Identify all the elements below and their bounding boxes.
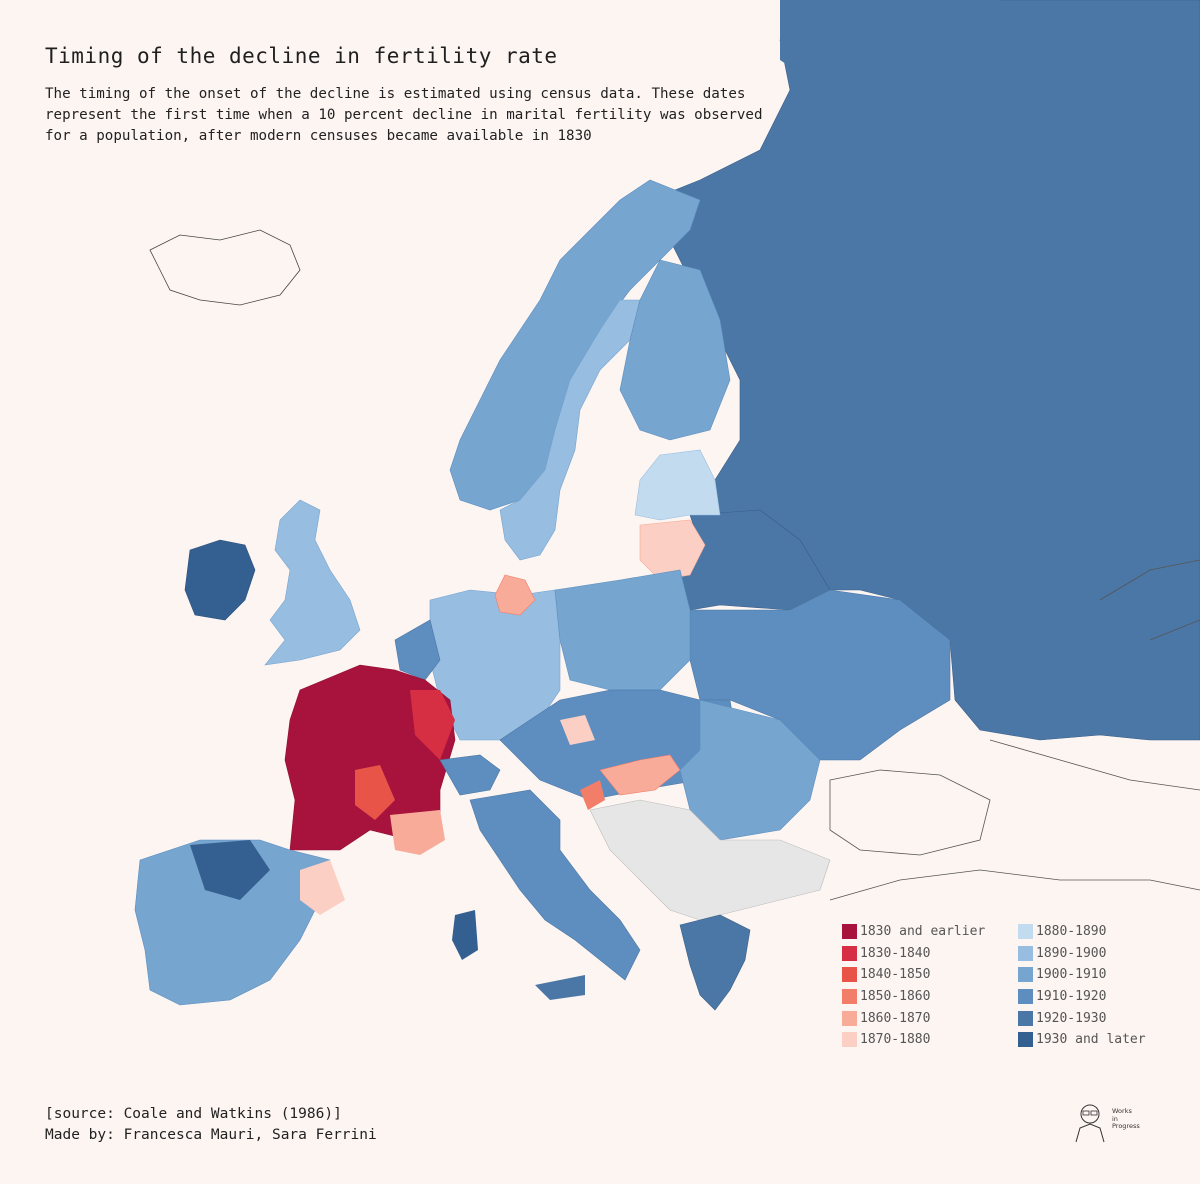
region-benelux xyxy=(394,619,441,681)
legend-item: 1870-1880 xyxy=(842,1029,1018,1051)
region-france-south xyxy=(390,810,445,855)
legend-label: 1830-1840 xyxy=(860,945,931,961)
legend-swatch xyxy=(1018,1032,1033,1048)
region-turkey-outline xyxy=(829,869,1200,901)
legend-label: 1840-1850 xyxy=(860,967,931,983)
region-britain xyxy=(264,499,361,666)
legend-label: 1850-1860 xyxy=(860,989,931,1005)
region-finland xyxy=(619,259,731,441)
legend-swatch xyxy=(842,1032,857,1048)
region-iceland xyxy=(149,229,301,306)
portrait-sketch-icon xyxy=(1075,1104,1105,1143)
legend-label: 1880-1890 xyxy=(1036,924,1107,940)
legend-label: 1860-1870 xyxy=(860,1010,931,1026)
legend-swatch xyxy=(1018,967,1033,983)
legend-swatch xyxy=(842,989,857,1005)
region-iberia xyxy=(134,839,331,1006)
region-caucasus-outline xyxy=(989,559,1200,791)
legend-item: 1910-1920 xyxy=(1018,986,1168,1008)
logo-line-1: Works xyxy=(1112,1107,1132,1115)
legend-item: 1830 and earlier xyxy=(842,921,1018,943)
region-italy xyxy=(469,789,641,981)
region-lithuania xyxy=(639,519,706,581)
legend-item: 1840-1850 xyxy=(842,964,1018,986)
region-sicily xyxy=(535,975,585,1000)
legend-label: 1890-1900 xyxy=(1036,945,1107,961)
region-czech-spot xyxy=(560,715,595,745)
region-romania xyxy=(679,699,821,841)
legend-item: 1900-1910 xyxy=(1018,964,1168,986)
legend-item: 1920-1930 xyxy=(1018,1007,1168,1029)
legend-item: 1890-1900 xyxy=(1018,943,1168,965)
page-title: Timing of the decline in fertility rate xyxy=(45,44,558,68)
legend-swatch xyxy=(1018,1010,1033,1026)
region-baltics xyxy=(634,449,721,521)
legend-label: 1920-1930 xyxy=(1036,1010,1107,1026)
legend-label: 1830 and earlier xyxy=(860,924,986,940)
region-balkans-nodata xyxy=(589,799,831,921)
logo-text: Works in Progress xyxy=(1112,1107,1140,1131)
legend-swatch xyxy=(1018,945,1033,961)
region-ireland xyxy=(184,539,256,621)
region-russia-north-islands xyxy=(780,0,1000,80)
legend-item: 1860-1870 xyxy=(842,1007,1018,1029)
legend-swatch xyxy=(842,924,857,940)
footer: [source: Coale and Watkins (1986)] Made … xyxy=(45,1104,377,1146)
credits-text: Made by: Francesca Mauri, Sara Ferrini xyxy=(45,1127,377,1143)
page-subtitle: The timing of the onset of the decline i… xyxy=(45,86,763,144)
logo-line-2: in xyxy=(1112,1114,1118,1123)
source-text: [source: Coale and Watkins (1986)] xyxy=(45,1106,342,1122)
legend-label: 1930 and later xyxy=(1036,1032,1146,1048)
legend-label: 1870-1880 xyxy=(860,1032,931,1048)
region-poland xyxy=(554,569,691,691)
region-switzerland xyxy=(439,754,501,796)
legend-item: 1880-1890 xyxy=(1018,921,1168,943)
region-croatia-spot xyxy=(580,780,605,810)
region-norway xyxy=(449,179,701,511)
legend-item: 1830-1840 xyxy=(842,943,1018,965)
region-sardinia xyxy=(452,910,478,960)
legend: 1830 and earlier 1830-1840 1840-1850 1850-1… xyxy=(842,921,1168,1051)
region-france-east xyxy=(410,690,455,760)
region-black-sea xyxy=(829,769,991,856)
region-spain-north xyxy=(190,840,270,900)
legend-swatch xyxy=(842,1010,857,1026)
region-greece xyxy=(679,914,751,1011)
legend-swatch xyxy=(842,945,857,961)
region-france-central xyxy=(355,765,395,820)
region-catalonia xyxy=(300,860,345,915)
legend-swatch xyxy=(842,967,857,983)
legend-label: 1910-1920 xyxy=(1036,989,1107,1005)
legend-item: 1930 and later xyxy=(1018,1029,1168,1051)
logo-line-3: Progress xyxy=(1112,1122,1140,1130)
region-denmark xyxy=(494,574,536,616)
legend-swatch xyxy=(1018,924,1033,940)
legend-label: 1900-1910 xyxy=(1036,967,1107,983)
legend-item: 1850-1860 xyxy=(842,986,1018,1008)
legend-swatch xyxy=(1018,989,1033,1005)
